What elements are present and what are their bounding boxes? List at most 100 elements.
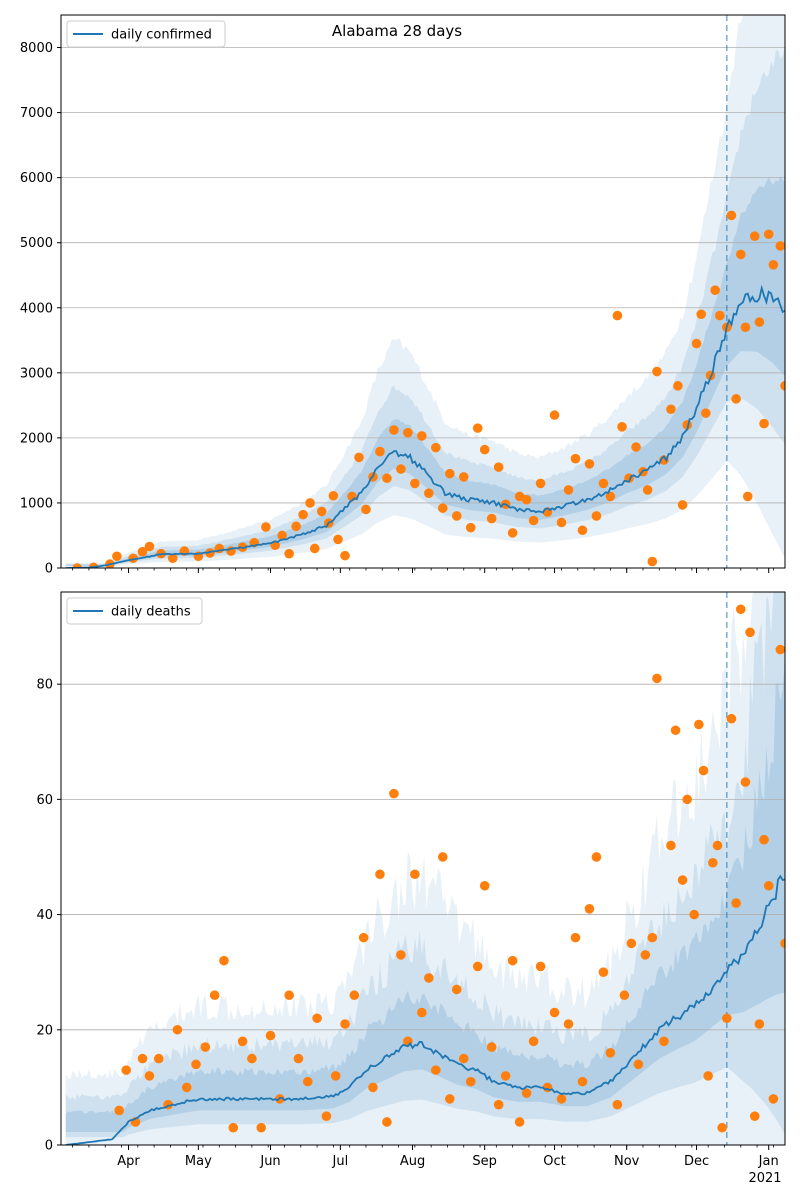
confirmed-data-point bbox=[403, 427, 413, 438]
deaths-data-point bbox=[265, 1030, 276, 1041]
deaths-data-point bbox=[410, 869, 420, 880]
confirmed-data-point bbox=[617, 422, 627, 432]
deaths-data-point bbox=[444, 1094, 455, 1104]
confirmed-data-point bbox=[328, 490, 339, 501]
deaths-data-point bbox=[670, 725, 681, 736]
x-axis-year-label: 2021 bbox=[748, 1171, 781, 1186]
confirmed-data-point bbox=[340, 550, 350, 561]
confirmed-data-point bbox=[631, 442, 641, 452]
confirmed-y-tick-label: 1000 bbox=[20, 496, 53, 511]
deaths-data-point bbox=[144, 1071, 155, 1081]
deaths-data-point bbox=[172, 1024, 183, 1035]
deaths-data-point bbox=[605, 1048, 616, 1058]
confirmed-smoothed-line bbox=[65, 284, 785, 568]
confirmed-chart-panel: 0 1000 2000 3000 4000 5000 6000 7000 8000 Alabam… bbox=[20, 14, 786, 577]
confirmed-data-point bbox=[316, 506, 327, 517]
deaths-y-tick-label: 20 bbox=[36, 1023, 53, 1038]
deaths-data-point bbox=[521, 1088, 532, 1098]
deaths-data-point bbox=[200, 1042, 211, 1052]
deaths-data-point bbox=[500, 1071, 511, 1081]
deaths-data-point bbox=[619, 990, 630, 1001]
confirmed-data-point bbox=[389, 425, 399, 435]
deaths-data-point bbox=[382, 1117, 392, 1127]
deaths-legend-label: daily deaths bbox=[111, 605, 191, 620]
deaths-data-point bbox=[763, 880, 774, 891]
deaths-chart-panel: 0 20 40 60 80 Apr May Jun Jul Aug Sep Oct Nov Dec Jan… bbox=[36, 591, 786, 1186]
x-tick-label: Jul bbox=[332, 1154, 349, 1169]
deaths-data-point bbox=[749, 1111, 760, 1121]
deaths-data-point bbox=[368, 1082, 378, 1093]
x-tick-label: Aug bbox=[400, 1154, 425, 1169]
deaths-data-point bbox=[745, 627, 755, 638]
confirmed-data-point bbox=[715, 310, 725, 321]
confirmed-data-point bbox=[759, 418, 769, 429]
deaths-data-point bbox=[458, 1053, 469, 1064]
deaths-data-point bbox=[659, 1036, 669, 1047]
deaths-data-point bbox=[137, 1053, 148, 1064]
deaths-data-point bbox=[451, 984, 462, 995]
deaths-data-point bbox=[340, 1019, 350, 1029]
deaths-uncertainty-bands bbox=[65, 592, 785, 1145]
confirmed-data-point bbox=[361, 504, 371, 515]
deaths-data-point bbox=[507, 955, 518, 966]
deaths-data-point bbox=[647, 932, 658, 943]
confirmed-data-point bbox=[354, 452, 364, 463]
deaths-data-point bbox=[703, 1071, 713, 1081]
confirmed-data-point bbox=[535, 478, 546, 489]
deaths-data-point bbox=[775, 644, 785, 655]
x-tick-label: Jun bbox=[259, 1154, 280, 1169]
deaths-data-point bbox=[640, 950, 651, 960]
deaths-data-point bbox=[493, 1099, 504, 1110]
confirmed-data-point bbox=[731, 394, 741, 404]
deaths-data-point bbox=[694, 719, 704, 730]
confirmed-data-point bbox=[647, 556, 658, 567]
confirmed-data-point bbox=[598, 478, 609, 489]
confirmed-data-point bbox=[291, 521, 301, 532]
confirmed-data-point bbox=[437, 503, 448, 513]
confirmed-band-outer bbox=[65, 15, 785, 567]
deaths-data-point bbox=[486, 1042, 497, 1052]
confirmed-uncertainty-bands bbox=[65, 15, 785, 567]
confirmed-data-point bbox=[749, 231, 760, 241]
deaths-data-point bbox=[209, 990, 220, 1001]
deaths-data-point bbox=[237, 1036, 248, 1047]
deaths-data-point bbox=[437, 852, 448, 862]
confirmed-data-point bbox=[424, 488, 434, 498]
confirmed-x-ticks bbox=[72, 568, 774, 573]
deaths-data-point bbox=[349, 990, 360, 1001]
deaths-data-point bbox=[666, 840, 676, 851]
confirmed-y-tick-label: 0 bbox=[45, 562, 53, 577]
deaths-data-point bbox=[591, 852, 602, 862]
deaths-data-point bbox=[114, 1105, 124, 1116]
deaths-data-point bbox=[528, 1036, 539, 1047]
deaths-data-point bbox=[556, 1094, 567, 1104]
deaths-data-point bbox=[731, 898, 741, 908]
confirmed-data-point bbox=[396, 464, 406, 474]
deaths-data-point bbox=[535, 961, 546, 972]
x-tick-label: Oct bbox=[543, 1154, 565, 1169]
confirmed-data-point bbox=[563, 485, 574, 495]
deaths-y-tick-label: 0 bbox=[45, 1139, 53, 1154]
confirmed-data-point bbox=[305, 498, 315, 508]
x-tick-label: Dec bbox=[684, 1154, 709, 1169]
deaths-data-point bbox=[577, 1076, 588, 1087]
confirmed-data-point bbox=[726, 210, 737, 221]
deaths-y-tick-label: 60 bbox=[36, 793, 53, 808]
confirmed-y-ticks: 0 1000 2000 3000 4000 5000 6000 7000 8000 bbox=[20, 41, 61, 577]
deaths-data-point bbox=[735, 604, 746, 615]
confirmed-data-point bbox=[666, 404, 676, 415]
deaths-data-point bbox=[698, 765, 709, 776]
confirmed-data-point bbox=[556, 517, 567, 528]
confirmed-y-tick-label: 2000 bbox=[20, 431, 53, 446]
confirmed-data-point bbox=[417, 431, 427, 441]
deaths-data-point bbox=[584, 904, 595, 914]
deaths-data-point bbox=[612, 1099, 623, 1110]
deaths-data-point bbox=[431, 1065, 441, 1075]
deaths-x-ticks: Apr May Jun Jul Aug Sep Oct Nov Dec Jan bbox=[72, 1145, 779, 1169]
confirmed-y-tick-label: 6000 bbox=[20, 171, 53, 186]
confirmed-data-point bbox=[493, 462, 504, 472]
deaths-data-point bbox=[424, 973, 434, 983]
deaths-data-point bbox=[191, 1059, 201, 1070]
confirmed-data-point bbox=[754, 317, 765, 327]
deaths-data-point bbox=[542, 1082, 553, 1093]
